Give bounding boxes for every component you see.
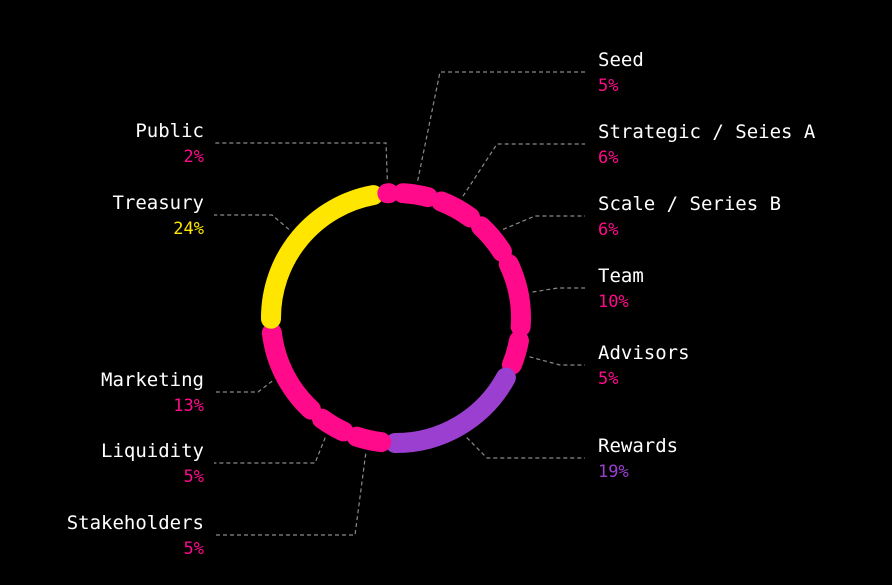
- value-stakeholders: 5%: [184, 539, 204, 559]
- value-strategic-seies-a: 6%: [598, 148, 618, 168]
- label-marketing: Marketing: [101, 369, 204, 391]
- slice-strategic-seies-a: [431, 191, 481, 228]
- value-team: 10%: [598, 292, 629, 312]
- label-advisors: Advisors: [598, 342, 690, 364]
- leader-treasury: [214, 214, 290, 230]
- label-stakeholders: Stakeholders: [67, 512, 204, 534]
- value-marketing: 13%: [173, 396, 204, 416]
- label-scale-series-b: Scale / Series B: [598, 193, 781, 215]
- value-treasury: 24%: [173, 219, 204, 239]
- slice-seed: [393, 183, 438, 208]
- label-team: Team: [598, 265, 644, 287]
- value-rewards: 19%: [598, 462, 629, 482]
- leader-scale-series-b: [502, 215, 585, 230]
- label-strategic-seies-a: Strategic / Seies A: [598, 121, 816, 143]
- slice-scale-series-b: [471, 216, 512, 262]
- label-seed: Seed: [598, 49, 644, 71]
- value-liquidity: 5%: [184, 467, 204, 487]
- leader-stakeholders: [214, 453, 367, 536]
- slice-stakeholders: [346, 426, 392, 453]
- label-public: Public: [135, 120, 204, 142]
- value-seed: 5%: [598, 76, 618, 96]
- leader-marketing: [214, 380, 273, 393]
- leader-public: [214, 142, 388, 180]
- label-liquidity: Liquidity: [101, 440, 204, 462]
- label-treasury: Treasury: [112, 192, 204, 214]
- label-rewards: Rewards: [598, 435, 678, 457]
- slice-treasury: [260, 185, 384, 329]
- slice-labels: Seed 5% Strategic / Seies A 6% Scale / Serie…: [67, 49, 816, 559]
- slice-marketing: [261, 322, 321, 420]
- slice-rewards: [385, 367, 516, 454]
- slice-advisors: [501, 330, 529, 375]
- slice-team: [498, 254, 531, 337]
- slice-liquidity: [311, 408, 354, 442]
- leader-rewards: [466, 437, 585, 459]
- leader-seed: [417, 71, 585, 181]
- value-advisors: 5%: [598, 369, 618, 389]
- leader-strategic-seies-a: [462, 143, 585, 197]
- leader-team: [532, 287, 585, 293]
- value-scale-series-b: 6%: [598, 220, 618, 240]
- donut-segments: [260, 183, 531, 454]
- leader-lines: [214, 71, 585, 536]
- value-public: 2%: [184, 147, 204, 167]
- leader-advisors: [529, 356, 585, 366]
- leader-liquidity: [214, 437, 326, 464]
